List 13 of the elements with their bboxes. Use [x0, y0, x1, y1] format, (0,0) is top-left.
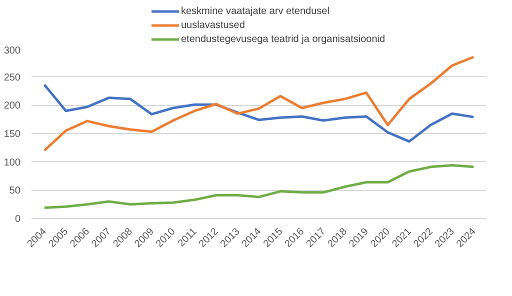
y-tick-label: 200 — [4, 100, 21, 112]
y-tick-label: 50 — [9, 186, 21, 197]
legend-label: keskmine vaatajate arv etendusel — [181, 4, 330, 18]
line-series — [43, 56, 475, 152]
line-series — [43, 164, 475, 209]
y-tick-label: 150 — [4, 129, 21, 140]
y-tick-label: 0 — [14, 214, 21, 225]
y-tick-label: 300 — [4, 46, 21, 56]
y-tick-label: 100 — [4, 157, 21, 168]
line-series — [43, 84, 475, 143]
legend-label: uuslavastused — [181, 18, 245, 32]
y-tick-label: 250 — [4, 72, 21, 84]
legend-label: etendustegevusega teatrid ja organisatsioonid — [181, 32, 386, 46]
